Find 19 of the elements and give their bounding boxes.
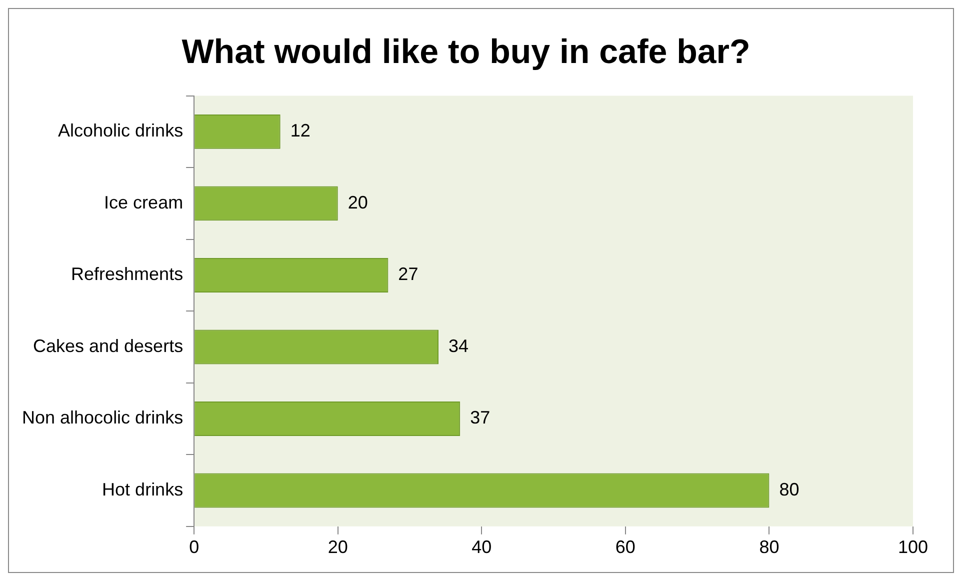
x-tick-label: 0 xyxy=(189,537,200,558)
x-tick-label: 100 xyxy=(898,537,928,558)
data-label: 37 xyxy=(470,408,490,428)
data-label: 20 xyxy=(348,192,368,212)
data-label: 27 xyxy=(398,264,418,284)
x-tick-label: 40 xyxy=(472,537,492,558)
y-tick-label: Hot drinks xyxy=(102,479,184,500)
y-tick-label: Non alhocolic drinks xyxy=(22,408,184,428)
y-tick-label: Ice cream xyxy=(104,192,184,212)
y-tick-label: Alcoholic drinks xyxy=(58,120,184,141)
data-label: 34 xyxy=(448,336,469,356)
y-tick-label: Refreshments xyxy=(71,264,184,284)
chart-title: What would like to buy in cafe bar? xyxy=(182,32,750,71)
y-tick-label: Cakes and deserts xyxy=(32,336,184,356)
x-tick-label: 80 xyxy=(759,537,780,558)
data-label: 12 xyxy=(290,120,310,141)
x-tick-label: 60 xyxy=(615,537,636,558)
x-tick-label: 20 xyxy=(328,537,348,558)
data-label: 80 xyxy=(779,479,800,500)
